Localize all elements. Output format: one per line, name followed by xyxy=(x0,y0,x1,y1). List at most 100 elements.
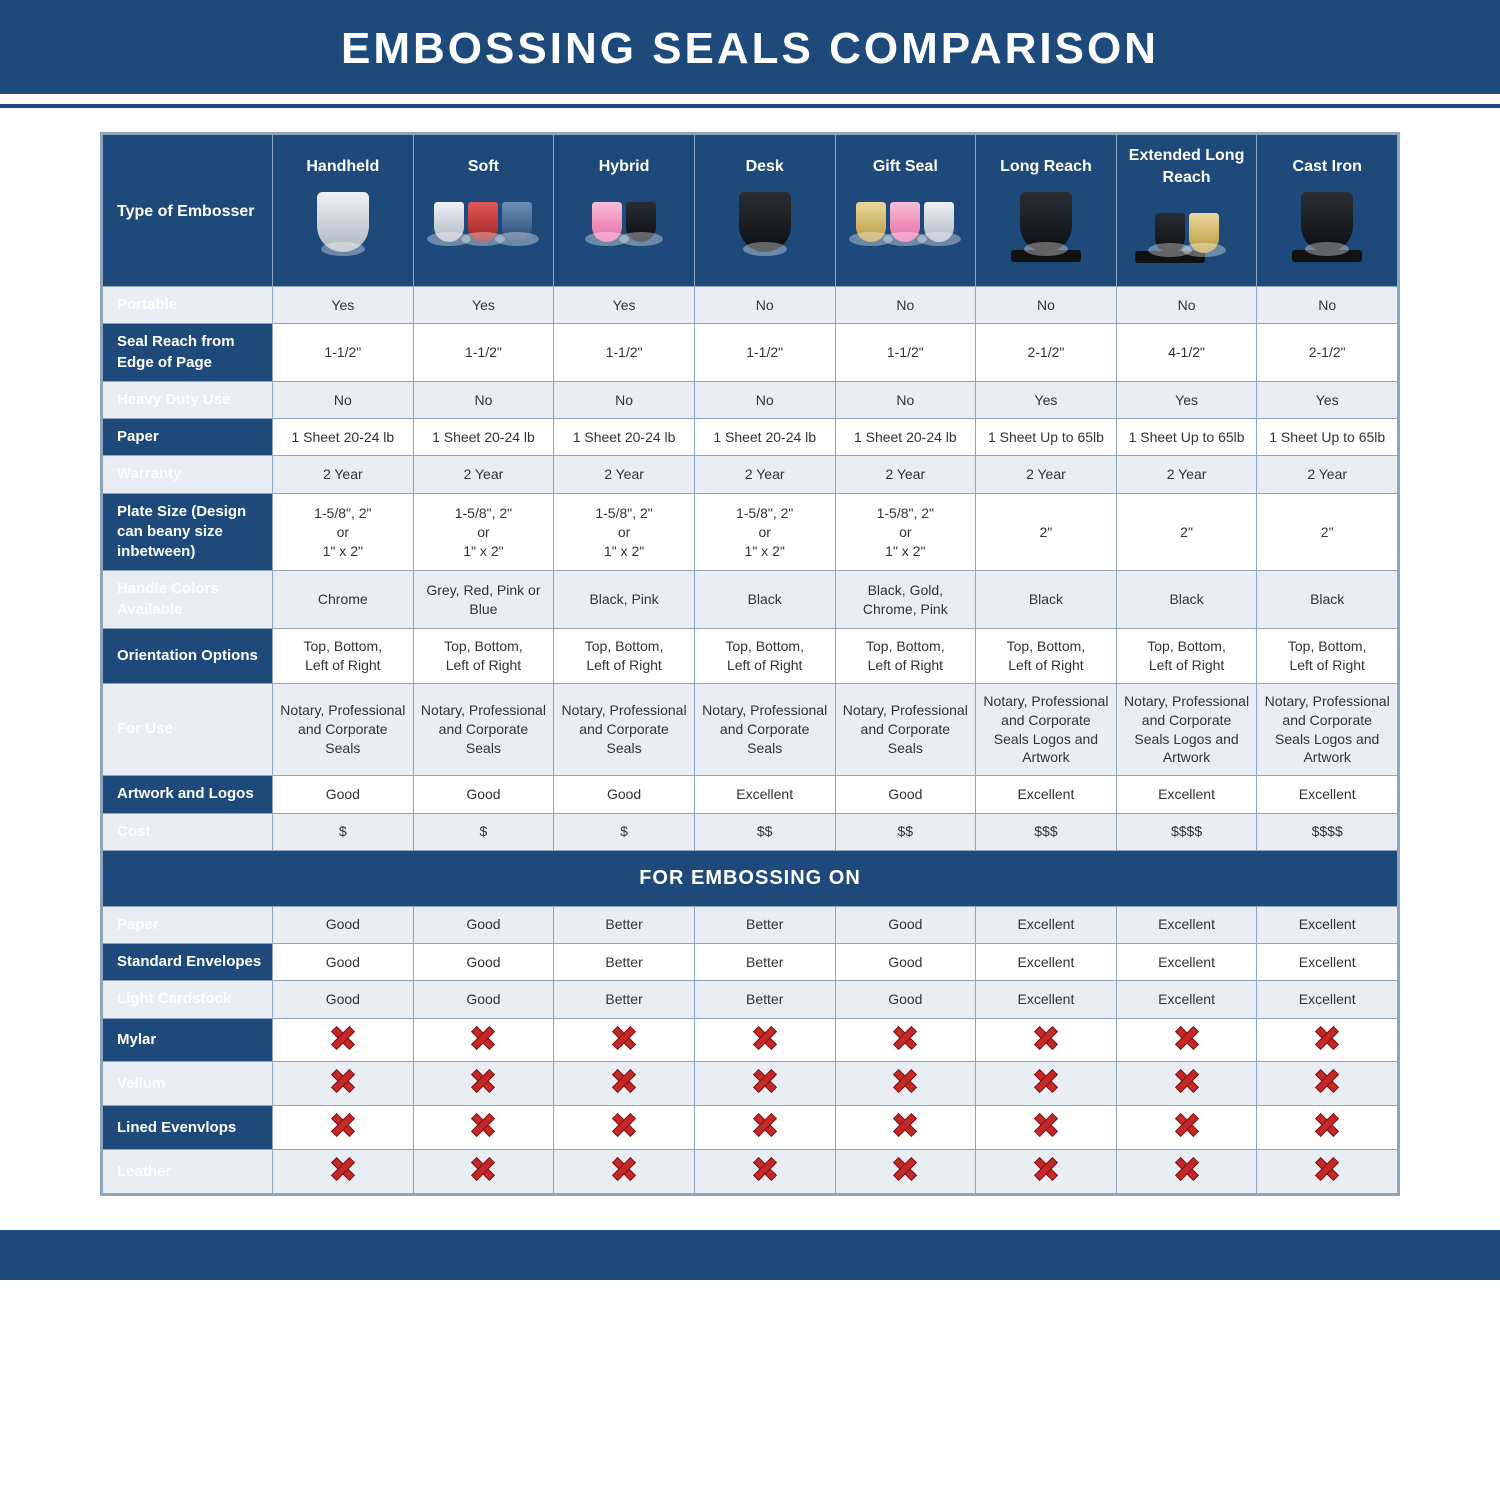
table-cell: 1-5/8", 2"or1" x 2" xyxy=(413,493,554,571)
not-supported-cell xyxy=(1116,1018,1257,1062)
not-supported-cell xyxy=(694,1150,835,1194)
table-cell: Excellent xyxy=(694,776,835,813)
row-label: Orientation Options xyxy=(103,628,273,683)
table-cell: Excellent xyxy=(976,944,1117,981)
row-label: Seal Reach from Edge of Page xyxy=(103,324,273,382)
table-cell: Better xyxy=(694,981,835,1018)
x-icon xyxy=(894,1114,916,1136)
table-cell: Better xyxy=(554,944,695,981)
embosser-icon xyxy=(502,202,532,242)
embosser-image xyxy=(1123,188,1251,278)
x-icon xyxy=(613,1070,635,1092)
table-cell: Top, Bottom,Left of Right xyxy=(976,628,1117,683)
embosser-icon xyxy=(1301,192,1353,252)
table-cell: 4-1/2" xyxy=(1116,324,1257,382)
x-icon xyxy=(894,1027,916,1049)
table-cell: Yes xyxy=(413,287,554,324)
x-icon xyxy=(754,1158,776,1180)
x-icon xyxy=(1176,1158,1198,1180)
table-row: Cost$$$$$$$$$$$$$$$$$$ xyxy=(103,813,1398,850)
x-icon xyxy=(1316,1027,1338,1049)
col-header-extended-long-reach: Extended Long Reach xyxy=(1116,135,1257,287)
col-header-hybrid: Hybrid xyxy=(554,135,695,287)
table-cell: Better xyxy=(554,981,695,1018)
x-icon xyxy=(332,1027,354,1049)
not-supported-cell xyxy=(413,1062,554,1106)
not-supported-cell xyxy=(554,1018,695,1062)
table-cell: Top, Bottom,Left of Right xyxy=(554,628,695,683)
col-header-label: Long Reach xyxy=(982,156,1110,178)
table-cell: $$ xyxy=(835,813,976,850)
table-cell: Good xyxy=(835,981,976,1018)
row-label: Paper xyxy=(103,419,273,456)
x-icon xyxy=(613,1158,635,1180)
table-cell: Good xyxy=(835,776,976,813)
table-cell: Black xyxy=(1257,571,1398,629)
table-cell: No xyxy=(273,381,414,418)
table-cell: No xyxy=(976,287,1117,324)
row-label: Paper xyxy=(103,906,273,943)
embosser-icon xyxy=(1155,213,1185,253)
table-cell: No xyxy=(835,287,976,324)
x-icon xyxy=(332,1070,354,1092)
table-cell: Grey, Red, Pink or Blue xyxy=(413,571,554,629)
table-cell: 2" xyxy=(1257,493,1398,571)
table-row: Lined Evenvlops xyxy=(103,1106,1398,1150)
table-cell: Notary, Professional and Corporate Seals xyxy=(554,683,695,776)
table-cell: Good xyxy=(273,944,414,981)
x-icon xyxy=(754,1027,776,1049)
footer-bar xyxy=(0,1230,1500,1280)
not-supported-cell xyxy=(694,1106,835,1150)
table-cell: Excellent xyxy=(1116,906,1257,943)
table-cell: 2 Year xyxy=(413,456,554,493)
table-cell: No xyxy=(413,381,554,418)
not-supported-cell xyxy=(1116,1150,1257,1194)
row-label: Warranty xyxy=(103,456,273,493)
table-cell: 1 Sheet 20-24 lb xyxy=(835,419,976,456)
table-cell: Excellent xyxy=(1116,981,1257,1018)
row-label: For Use xyxy=(103,683,273,776)
x-icon xyxy=(472,1070,494,1092)
row-label: Portable xyxy=(103,287,273,324)
row-label: Vellum xyxy=(103,1062,273,1106)
table-row: Vellum xyxy=(103,1062,1398,1106)
table-cell: Better xyxy=(694,944,835,981)
table-row: Orientation Options Top, Bottom,Left of R… xyxy=(103,628,1398,683)
embosser-icon xyxy=(890,202,920,242)
table-cell: 2 Year xyxy=(976,456,1117,493)
row-label: Heavy Duty Use xyxy=(103,381,273,418)
table-cell: Excellent xyxy=(1116,944,1257,981)
table-cell: No xyxy=(694,381,835,418)
table-cell: Top, Bottom,Left of Right xyxy=(413,628,554,683)
table-row: Paper1 Sheet 20-24 lb1 Sheet 20-24 lb1 S… xyxy=(103,419,1398,456)
not-supported-cell xyxy=(976,1062,1117,1106)
table-cell: No xyxy=(554,381,695,418)
table-cell: Yes xyxy=(976,381,1117,418)
table-cell: Notary, Professional and Corporate Seals… xyxy=(1116,683,1257,776)
table-cell: Good xyxy=(835,944,976,981)
embosser-icon xyxy=(1020,192,1072,252)
table-cell: Good xyxy=(413,906,554,943)
table-cell: Notary, Professional and Corporate Seals xyxy=(413,683,554,776)
table-row: PortableYesYesYesNoNoNoNoNo xyxy=(103,287,1398,324)
table-cell: $$$$ xyxy=(1116,813,1257,850)
table-cell: Yes xyxy=(273,287,414,324)
table-cell: Good xyxy=(273,776,414,813)
table-cell: $ xyxy=(554,813,695,850)
table-cell: 1 Sheet 20-24 lb xyxy=(273,419,414,456)
x-icon xyxy=(613,1027,635,1049)
not-supported-cell xyxy=(835,1150,976,1194)
x-icon xyxy=(332,1114,354,1136)
table-cell: 2 Year xyxy=(1116,456,1257,493)
table-cell: Notary, Professional and Corporate Seals xyxy=(835,683,976,776)
col-header-cast-iron: Cast Iron xyxy=(1257,135,1398,287)
table-cell: 1-5/8", 2"or1" x 2" xyxy=(554,493,695,571)
table-cell: 1-1/2" xyxy=(413,324,554,382)
embosser-icon xyxy=(924,202,954,242)
row-label: Leather xyxy=(103,1150,273,1194)
table-cell: 1 Sheet 20-24 lb xyxy=(413,419,554,456)
not-supported-cell xyxy=(1257,1150,1398,1194)
col-header-handheld: Handheld xyxy=(273,135,414,287)
not-supported-cell xyxy=(835,1018,976,1062)
table-cell: Better xyxy=(554,906,695,943)
